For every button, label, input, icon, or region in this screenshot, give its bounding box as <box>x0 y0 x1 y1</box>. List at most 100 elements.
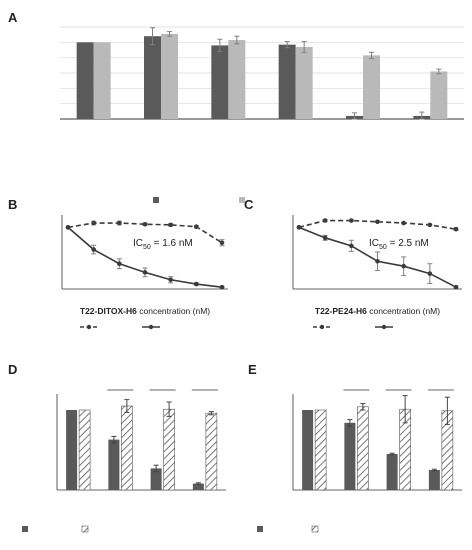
error-bar <box>150 27 155 46</box>
data-point <box>194 224 199 230</box>
data-point <box>91 220 96 226</box>
bar <box>161 33 178 119</box>
legend-marker <box>86 324 92 330</box>
error-bar <box>360 403 366 411</box>
data-point <box>453 226 459 232</box>
panel-letter-a: A <box>8 10 18 25</box>
error-bar <box>301 41 307 53</box>
data-point <box>168 222 173 228</box>
bar <box>192 483 204 490</box>
error-bar <box>369 51 374 59</box>
bar <box>108 439 120 490</box>
error-bar <box>217 38 223 53</box>
error-bar <box>284 41 290 49</box>
x-axis-label-bold: T22-PE24-H6 <box>315 306 367 316</box>
bar <box>150 468 162 490</box>
x-axis-label: T22-DITOX-H6 concentration (nM) <box>80 306 210 316</box>
data-point <box>142 270 148 275</box>
data-point <box>349 243 354 249</box>
data-point <box>142 221 148 227</box>
bar <box>93 42 111 120</box>
data-point <box>427 222 433 228</box>
error-bar <box>167 31 172 37</box>
ic50-value: = 2.5 nM <box>387 238 429 249</box>
bar <box>211 45 229 119</box>
series-line <box>67 226 223 288</box>
error-bar <box>195 482 201 485</box>
bar <box>228 40 246 119</box>
bar <box>205 412 218 491</box>
error-bar <box>431 468 437 472</box>
ic50-annotation: IC50 = 2.5 nM <box>369 238 429 251</box>
data-point <box>401 263 406 269</box>
legend-swatch <box>239 197 245 203</box>
error-bar <box>166 401 172 417</box>
bar <box>302 410 314 490</box>
data-point <box>427 271 433 276</box>
panel-letter-c: C <box>244 197 254 212</box>
data-point <box>296 225 302 230</box>
x-axis-label-rest: concentration (nM) <box>137 306 210 316</box>
error-bar <box>436 68 442 75</box>
bar <box>163 408 175 491</box>
error-bar <box>389 452 395 456</box>
data-point <box>453 284 459 290</box>
error-bar <box>444 396 450 425</box>
legend-marker <box>148 324 154 330</box>
legend-marker <box>319 324 325 330</box>
error-bar <box>111 435 117 444</box>
ic50-annotation: IC50 = 1.6 nM <box>133 238 193 251</box>
bar <box>278 44 296 120</box>
bar <box>430 71 448 119</box>
legend-swatch <box>311 525 319 533</box>
data-point <box>401 220 406 226</box>
bar <box>76 42 94 120</box>
data-point <box>375 258 380 264</box>
data-point <box>117 220 122 226</box>
panel-letter-d: D <box>8 362 17 377</box>
ic50-subscript: 50 <box>379 244 387 251</box>
error-bar <box>124 399 130 413</box>
bar <box>121 405 133 491</box>
error-bar <box>347 419 353 427</box>
bar <box>314 409 327 491</box>
data-point <box>65 225 71 230</box>
panel-letter-b: B <box>8 197 17 212</box>
ic50-prefix: IC <box>133 238 143 249</box>
data-point <box>349 218 354 223</box>
data-point <box>91 247 96 252</box>
ic50-value: = 1.6 nM <box>151 238 193 249</box>
error-bar <box>208 411 214 416</box>
data-point <box>219 240 225 246</box>
bar <box>344 422 356 490</box>
x-axis-label-rest: concentration (nM) <box>367 306 440 316</box>
bar <box>363 55 380 119</box>
legend-marker <box>381 324 387 330</box>
legend-swatch <box>81 525 89 533</box>
legend-swatch <box>257 526 263 532</box>
bar <box>428 470 440 490</box>
error-bar <box>234 35 240 45</box>
x-axis-label: T22-PE24-H6 concentration (nM) <box>315 306 440 316</box>
error-bar <box>352 112 357 120</box>
bar <box>78 409 91 491</box>
bar <box>357 406 369 491</box>
data-point <box>194 281 199 287</box>
error-bar <box>402 395 408 424</box>
legend-swatch <box>153 197 159 203</box>
legend-swatch <box>22 526 28 532</box>
data-point <box>322 218 328 223</box>
x-axis-label-bold: T22-DITOX-H6 <box>80 306 137 316</box>
bar <box>386 454 398 490</box>
data-point <box>375 219 380 225</box>
data-point <box>219 284 225 290</box>
panel-letter-e: E <box>248 362 257 377</box>
ic50-subscript: 50 <box>143 244 151 251</box>
bar <box>144 36 161 120</box>
data-point <box>168 277 173 283</box>
data-point <box>322 235 328 241</box>
error-bar <box>419 111 425 120</box>
error-bar <box>153 464 159 473</box>
data-point <box>117 261 122 267</box>
